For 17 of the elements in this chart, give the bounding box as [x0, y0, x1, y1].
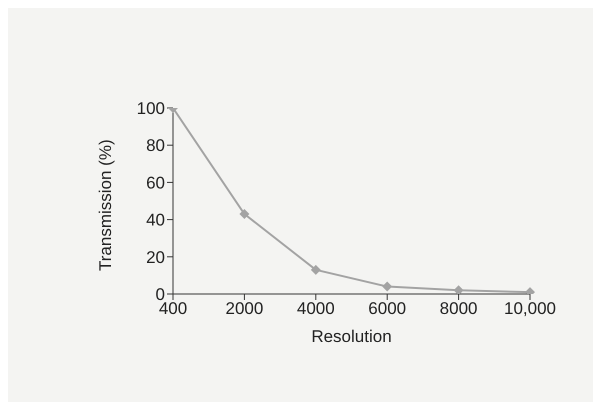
y-axis-title: Transmission (%)	[96, 139, 116, 271]
point	[239, 209, 250, 220]
x-tick-label: 400	[158, 299, 188, 318]
y-tick-label: 40	[146, 210, 165, 230]
x-tick-label: 4000	[296, 299, 335, 318]
x-tick-label: 8000	[440, 299, 478, 318]
point	[310, 264, 321, 275]
y-tick-label: 80	[146, 136, 165, 156]
x-tick-label: 6000	[368, 299, 406, 318]
y-tick-label: 20	[146, 248, 165, 267]
y-tick-label: 60	[146, 173, 165, 192]
x-tick-label: 2000	[225, 299, 264, 318]
point	[454, 285, 464, 294]
x-axis-title: Resolution	[311, 327, 392, 346]
x-tick-label: 10,000	[504, 299, 556, 318]
point	[382, 282, 392, 292]
y-tick-label: 100	[136, 99, 165, 118]
